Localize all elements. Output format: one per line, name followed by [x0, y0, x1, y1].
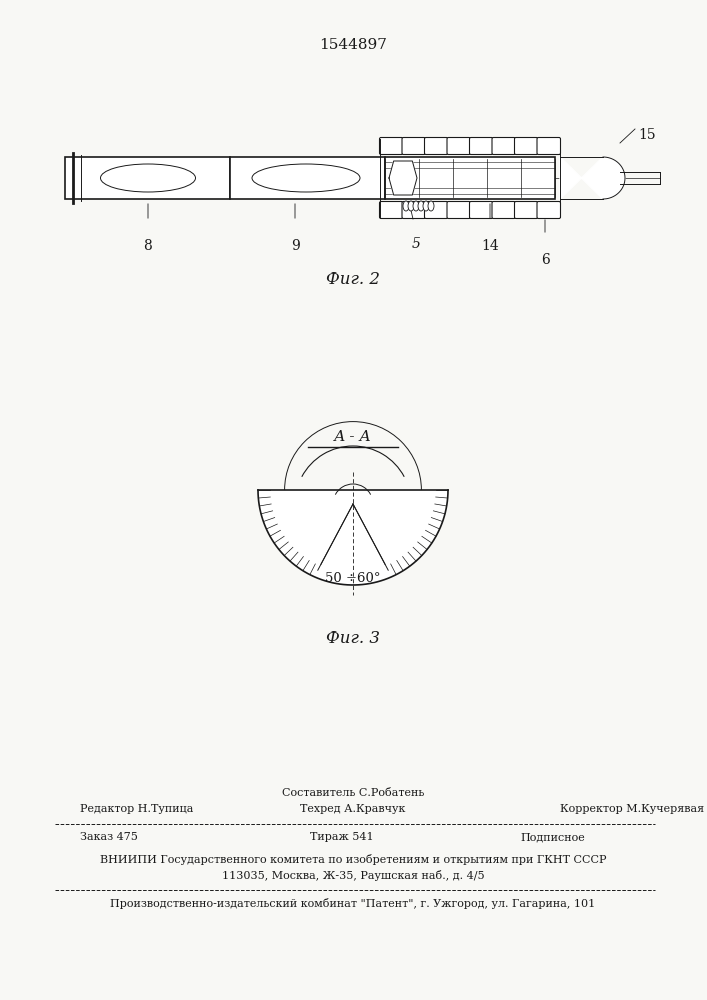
Text: ВНИИПИ Государственного комитета по изобретениям и открытиям при ГКНТ СССР: ВНИИПИ Государственного комитета по изоб…	[100, 854, 606, 865]
Text: 50 ÷60°: 50 ÷60°	[325, 572, 381, 584]
Bar	[65, 157, 230, 199]
Text: Подписное: Подписное	[520, 832, 585, 842]
FancyBboxPatch shape	[515, 137, 538, 154]
FancyBboxPatch shape	[469, 137, 493, 154]
Ellipse shape	[100, 164, 196, 192]
Bar	[230, 157, 385, 199]
Polygon shape	[389, 161, 417, 195]
FancyBboxPatch shape	[515, 202, 538, 219]
Text: 5: 5	[411, 237, 421, 251]
Text: Редактор Н.Тупица: Редактор Н.Тупица	[80, 804, 194, 814]
Text: Фиг. 3: Фиг. 3	[326, 630, 380, 647]
FancyBboxPatch shape	[380, 202, 403, 219]
Text: Составитель С.Робатень: Составитель С.Робатень	[282, 788, 424, 798]
FancyBboxPatch shape	[537, 202, 561, 219]
Text: 113035, Москва, Ж-35, Раушская наб., д. 4/5: 113035, Москва, Ж-35, Раушская наб., д. …	[222, 870, 484, 881]
FancyBboxPatch shape	[537, 137, 561, 154]
Ellipse shape	[403, 201, 409, 211]
Text: Заказ 475: Заказ 475	[80, 832, 138, 842]
Polygon shape	[560, 157, 625, 199]
Ellipse shape	[423, 201, 429, 211]
Text: Тираж 541: Тираж 541	[310, 832, 373, 842]
Ellipse shape	[428, 201, 434, 211]
Text: 1544897: 1544897	[319, 38, 387, 52]
Text: 8: 8	[144, 239, 153, 253]
Text: Производственно-издательский комбинат "Патент", г. Ужгород, ул. Гагарина, 101: Производственно-издательский комбинат "П…	[110, 898, 595, 909]
FancyBboxPatch shape	[447, 202, 470, 219]
FancyBboxPatch shape	[424, 137, 448, 154]
Polygon shape	[258, 490, 448, 585]
Text: Фиг. 2: Фиг. 2	[326, 271, 380, 288]
Ellipse shape	[413, 201, 419, 211]
Text: 9: 9	[291, 239, 299, 253]
Text: Техред А.Кравчук: Техред А.Кравчук	[300, 804, 405, 814]
FancyBboxPatch shape	[492, 137, 515, 154]
Ellipse shape	[408, 201, 414, 211]
Bar	[385, 157, 555, 199]
FancyBboxPatch shape	[402, 137, 426, 154]
FancyBboxPatch shape	[402, 202, 426, 219]
FancyBboxPatch shape	[380, 137, 403, 154]
Text: 14: 14	[481, 239, 499, 253]
FancyBboxPatch shape	[469, 202, 493, 219]
Text: 6: 6	[541, 253, 549, 267]
Text: А - А: А - А	[334, 430, 372, 444]
FancyBboxPatch shape	[447, 137, 470, 154]
Ellipse shape	[418, 201, 424, 211]
FancyBboxPatch shape	[492, 202, 515, 219]
Text: Корректор М.Кучерявая: Корректор М.Кучерявая	[560, 804, 704, 814]
Ellipse shape	[252, 164, 360, 192]
Text: 15: 15	[638, 128, 655, 142]
FancyBboxPatch shape	[424, 202, 448, 219]
